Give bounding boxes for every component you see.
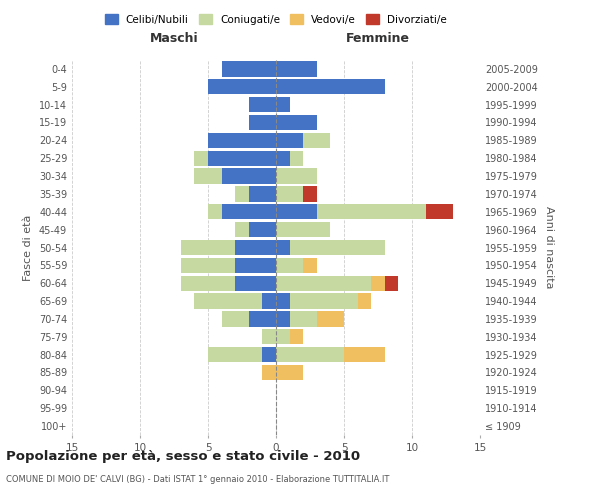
Bar (358, 294, 371, 308)
Bar (249, 97, 276, 112)
Bar (262, 347, 276, 362)
Text: Popolazione per età, sesso e stato civile - 2010: Popolazione per età, sesso e stato civil… (6, 450, 360, 463)
Bar (276, 329, 290, 344)
Bar (276, 276, 371, 291)
Bar (221, 168, 276, 184)
Bar (290, 294, 358, 308)
Text: Maschi: Maschi (149, 32, 199, 45)
Bar (249, 115, 276, 130)
Bar (276, 222, 331, 237)
Bar (208, 133, 276, 148)
Y-axis label: Fasce di età: Fasce di età (23, 214, 33, 280)
Bar (235, 276, 276, 291)
Bar (235, 258, 276, 273)
Text: Femmine: Femmine (346, 32, 410, 45)
Bar (262, 365, 276, 380)
Text: COMUNE DI MOIO DE' CALVI (BG) - Dati ISTAT 1° gennaio 2010 - Elaborazione TUTTIT: COMUNE DI MOIO DE' CALVI (BG) - Dati IST… (6, 475, 389, 484)
Bar (194, 150, 208, 166)
Bar (290, 312, 317, 326)
Bar (249, 222, 276, 237)
Bar (290, 240, 385, 255)
Bar (194, 168, 221, 184)
Bar (276, 294, 290, 308)
Bar (425, 204, 453, 220)
Bar (303, 258, 317, 273)
Bar (181, 258, 235, 273)
Bar (208, 79, 276, 94)
Bar (276, 186, 303, 202)
Bar (371, 276, 385, 291)
Bar (276, 62, 317, 76)
Bar (208, 204, 221, 220)
Bar (221, 312, 249, 326)
Bar (317, 312, 344, 326)
Bar (276, 79, 385, 94)
Bar (276, 150, 290, 166)
Bar (276, 97, 290, 112)
Bar (181, 276, 235, 291)
Bar (276, 347, 344, 362)
Bar (208, 347, 262, 362)
Bar (385, 276, 398, 291)
Bar (235, 222, 249, 237)
Legend: Celibi/Nubili, Coniugati/e, Vedovi/e, Divorziati/e: Celibi/Nubili, Coniugati/e, Vedovi/e, Di… (101, 10, 451, 29)
Bar (235, 240, 276, 255)
Bar (276, 204, 317, 220)
Bar (290, 329, 303, 344)
Bar (208, 150, 276, 166)
Bar (262, 294, 276, 308)
Bar (276, 133, 303, 148)
Bar (249, 186, 276, 202)
Bar (276, 168, 317, 184)
Bar (276, 115, 317, 130)
Bar (303, 133, 331, 148)
Bar (276, 258, 303, 273)
Bar (221, 204, 276, 220)
Bar (221, 62, 276, 76)
Bar (235, 186, 249, 202)
Bar (344, 347, 385, 362)
Bar (181, 240, 235, 255)
Bar (290, 150, 303, 166)
Bar (194, 294, 262, 308)
Bar (262, 329, 276, 344)
Y-axis label: Anni di nascita: Anni di nascita (544, 206, 554, 289)
Bar (276, 240, 290, 255)
Bar (317, 204, 425, 220)
Bar (276, 365, 303, 380)
Bar (303, 186, 317, 202)
Bar (276, 312, 290, 326)
Bar (249, 312, 276, 326)
